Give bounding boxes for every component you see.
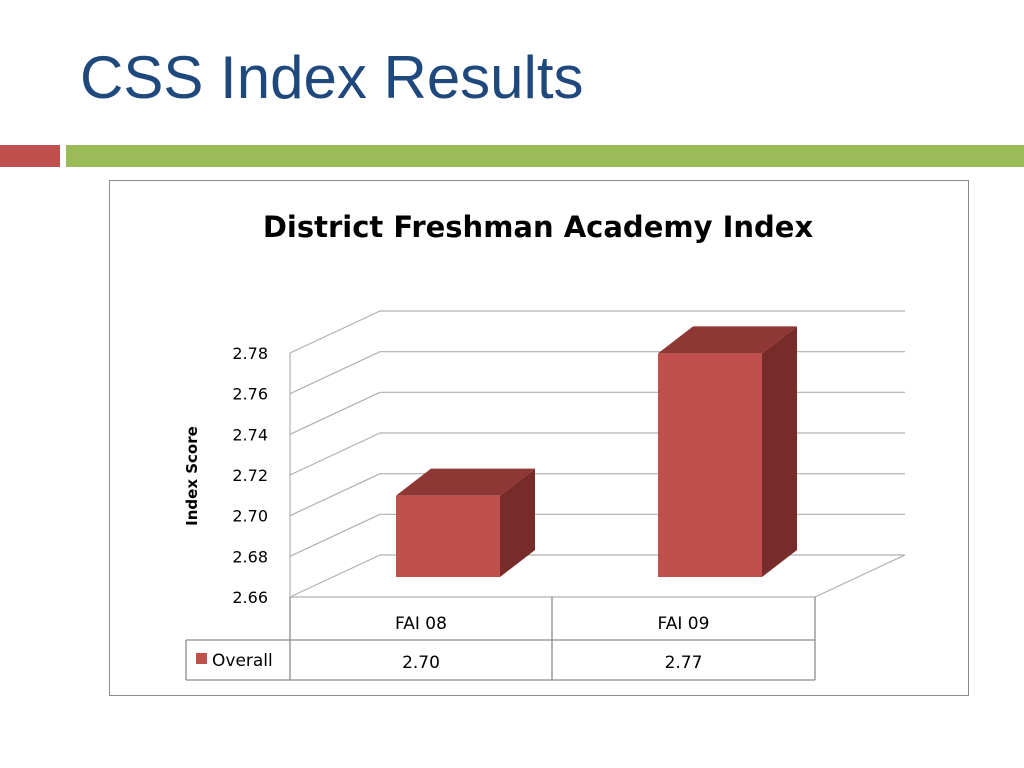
accent-bar-green (66, 145, 1024, 167)
y-tick-label: 2.76 (232, 385, 268, 404)
side-wall-gridline (289, 513, 381, 557)
y-tick-label: 2.72 (232, 466, 268, 485)
y-tick-label: 2.66 (232, 588, 268, 607)
data-label: 2.70 (402, 653, 440, 673)
bar-fai-08-side (500, 468, 535, 577)
side-wall-gridline (289, 473, 381, 517)
data-label: 2.77 (665, 653, 703, 673)
side-wall-gridline (289, 554, 381, 598)
x-tick-label: FAI 09 (658, 614, 710, 634)
side-wall-gridline (289, 310, 381, 354)
chart-frame (109, 180, 969, 696)
bar-fai-09-side (762, 326, 797, 577)
bar-fai-08 (396, 495, 500, 577)
y-tick-label: 2.68 (232, 547, 268, 566)
bar-fai-09-top (658, 326, 797, 354)
side-wall-gridline (289, 432, 381, 476)
y-axis-label: Index Score (183, 426, 201, 526)
legend-entry: Overall (212, 651, 273, 671)
chart-title: District Freshman Academy Index (263, 210, 814, 244)
data-table: FAI 08 FAI 09 2.70 2.77 Overall (185, 597, 816, 681)
slide-title: CSS Index Results (80, 44, 584, 111)
floor-right-edge (814, 554, 906, 598)
chart-bars (396, 326, 797, 577)
bar-fai-08-top (396, 468, 535, 496)
legend-swatch (196, 653, 207, 664)
accent-bar-red (0, 145, 60, 167)
y-tick-label: 2.78 (232, 344, 268, 363)
x-tick-label: FAI 08 (395, 614, 447, 634)
side-wall-gridline (289, 391, 381, 435)
chart-grid (289, 310, 906, 598)
y-tick-label: 2.70 (232, 507, 268, 526)
bar-fai-09 (658, 353, 762, 577)
side-wall-gridline (289, 351, 381, 395)
chart-text: District Freshman Academy Index Index Sc… (183, 210, 813, 607)
y-tick-label: 2.74 (232, 425, 268, 444)
